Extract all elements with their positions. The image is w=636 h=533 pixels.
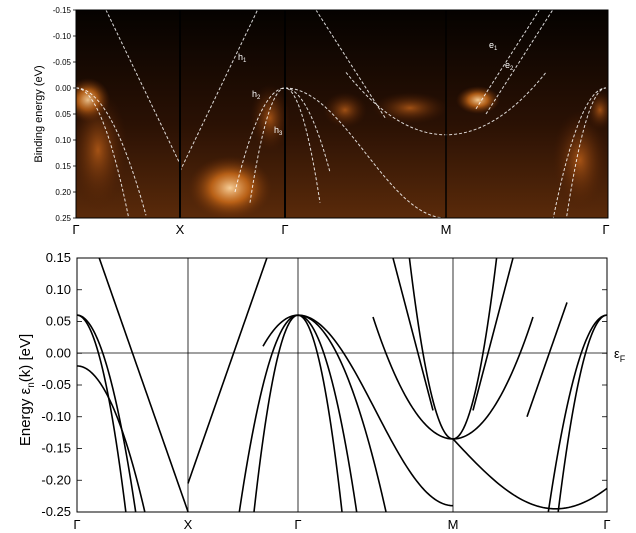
band-y-tick-label: -0.20 — [41, 472, 71, 487]
band-curve — [526, 302, 568, 418]
band-curve — [77, 314, 137, 512]
band-y-tick-label: 0.15 — [46, 250, 71, 265]
band-y-tick-label: -0.25 — [41, 504, 71, 519]
arpes-y-axis-label: Binding energy (eV) — [33, 65, 45, 162]
intensity-blob — [372, 92, 448, 124]
band-y-tick-label: 0.05 — [46, 314, 71, 329]
arpes-y-ticks: -0.15 -0.10 -0.05 0.00 0.05 0.10 0.15 0.20 0.25 — [53, 6, 76, 223]
arpes-band-line — [105, 10, 181, 165]
band-y-ticks: 0.15 0.10 0.05 0.00 -0.05 -0.10 -0.15 -0.20 -0.2… — [41, 250, 607, 519]
intensity-blob — [76, 90, 128, 210]
band-structure-panel: 0.15 0.10 0.05 0.00 -0.05 -0.10 -0.15 -0.20 -0.2… — [17, 250, 626, 532]
band-curve — [297, 314, 454, 507]
band-curves — [77, 258, 607, 512]
arpes-band-line — [552, 87, 607, 218]
arpes-y-tick-label: 0.15 — [55, 162, 71, 171]
band-kpoint-label: Γ — [73, 517, 80, 532]
band-y-tick-label: -0.15 — [41, 441, 71, 456]
band-label-e1: e1 — [489, 40, 498, 52]
arpes-y-tick-label: 0.00 — [55, 84, 71, 93]
band-curve — [452, 438, 607, 510]
band-y-tick-label: 0.00 — [46, 345, 71, 360]
band-label-h1: h1 — [238, 52, 247, 64]
band-y-tick-label: 0.10 — [46, 282, 71, 297]
fermi-level-label: εF — [614, 346, 626, 364]
intensity-blob — [250, 84, 290, 152]
band-curve — [547, 314, 607, 512]
band-y-tick-label: -0.10 — [41, 409, 71, 424]
band-curve — [77, 365, 146, 512]
band-curve — [187, 258, 268, 484]
arpes-panel: h1 h2 h3 e1 e2 -0.15 -0.10 -0.05 0.00 0.05 0.… — [33, 6, 610, 237]
arpes-band-line — [76, 87, 147, 216]
arpes-band-line — [179, 10, 259, 172]
intensity-blob — [586, 90, 608, 130]
band-curve — [77, 314, 127, 512]
band-kpoint-label: X — [184, 517, 193, 532]
arpes-y-tick-label: 0.25 — [55, 214, 71, 223]
band-label-e2: e2 — [505, 60, 514, 72]
arpes-y-tick-label: -0.05 — [53, 58, 72, 67]
band-curve — [557, 314, 607, 512]
intensity-blob — [552, 110, 608, 210]
arpes-y-tick-label: 0.10 — [55, 136, 71, 145]
arpes-y-tick-label: -0.15 — [53, 6, 72, 15]
arpes-band-line — [76, 87, 130, 218]
arpes-kpoint-label: Γ — [602, 222, 609, 237]
arpes-kpoint-label: Γ — [72, 222, 79, 237]
band-kpoint-label: Γ — [603, 517, 610, 532]
intensity-blob — [188, 156, 272, 218]
band-y-axis-label: Energy εn(k) [eV] — [17, 334, 37, 446]
intensity-blob — [456, 86, 500, 114]
arpes-band-line — [565, 87, 607, 218]
arpes-band-line — [284, 87, 447, 218]
band-curve — [392, 258, 434, 411]
band-kpoint-label: Γ — [294, 517, 301, 532]
band-label-h2: h2 — [252, 89, 261, 101]
intensity-blob — [323, 92, 367, 128]
arpes-y-tick-label: 0.20 — [55, 188, 71, 197]
band-curve — [472, 258, 514, 411]
band-y-tick-label: -0.05 — [41, 377, 71, 392]
band-plot-area — [77, 258, 607, 512]
arpes-y-tick-label: -0.10 — [53, 32, 72, 41]
band-label-h3: h3 — [274, 125, 283, 137]
arpes-y-tick-label: 0.05 — [55, 110, 71, 119]
band-curve — [98, 258, 189, 512]
arpes-band-line — [315, 10, 387, 120]
arpes-kpoint-label: M — [441, 222, 452, 237]
band-curve — [262, 314, 387, 512]
band-kpoint-label: M — [448, 517, 459, 532]
arpes-kpoint-label: Γ — [281, 222, 288, 237]
arpes-kpoint-label: X — [176, 222, 185, 237]
